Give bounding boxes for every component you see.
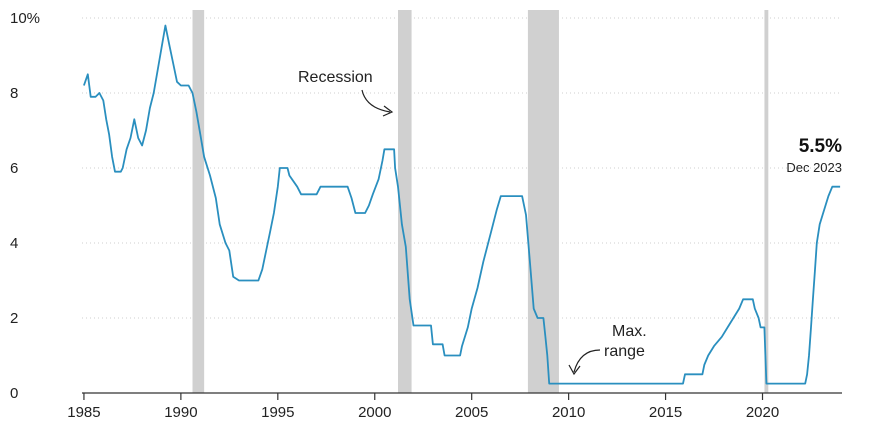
y-tick-label-0: 0 — [10, 385, 18, 402]
y-tick-label-5: 10% — [10, 10, 40, 27]
x-tick-label-2: 1995 — [261, 404, 294, 421]
x-axis — [82, 392, 842, 400]
recession-annotation: Recession — [298, 69, 394, 117]
y-tick-labels: 0 2 4 6 8 10% — [10, 10, 40, 402]
x-tick-labels: 1985 1990 1995 2000 2005 2010 2015 2020 — [67, 404, 779, 421]
y-tick-label-2: 4 — [10, 235, 18, 252]
recession-arrow-head — [382, 105, 394, 117]
recession-arrow — [361, 89, 391, 113]
y-tick-label-3: 6 — [10, 160, 18, 177]
last-value-callout: 5.5% Dec 2023 — [786, 136, 842, 175]
recession-band-0 — [192, 10, 205, 393]
last-date: Dec 2023 — [786, 160, 842, 175]
max-range-annotation: Max. range — [568, 323, 647, 376]
max-range-label-line2: range — [604, 343, 645, 360]
x-tick-label-7: 2020 — [746, 404, 779, 421]
last-value: 5.5% — [799, 136, 842, 157]
x-tick-label-4: 2005 — [455, 404, 488, 421]
recession-bands — [192, 10, 769, 393]
max-range-arrow-head — [568, 364, 581, 376]
y-tick-label-1: 2 — [10, 310, 18, 327]
x-tick-label-1: 1990 — [164, 404, 197, 421]
x-tick-label-0: 1985 — [67, 404, 100, 421]
recession-label: Recession — [298, 69, 373, 86]
x-tick-label-5: 2010 — [552, 404, 585, 421]
x-tick-label-6: 2015 — [649, 404, 682, 421]
series-line-0 — [83, 24, 841, 385]
recession-band-2 — [527, 10, 559, 393]
x-tick-label-3: 2000 — [358, 404, 391, 421]
max-range-label-line1: Max. — [612, 323, 647, 340]
max-range-arrow — [573, 349, 601, 373]
grid-lines — [82, 17, 842, 319]
series-lines — [83, 24, 841, 385]
recession-band-1 — [398, 10, 412, 393]
y-tick-label-4: 8 — [10, 85, 18, 102]
recession-band-3 — [764, 10, 769, 393]
